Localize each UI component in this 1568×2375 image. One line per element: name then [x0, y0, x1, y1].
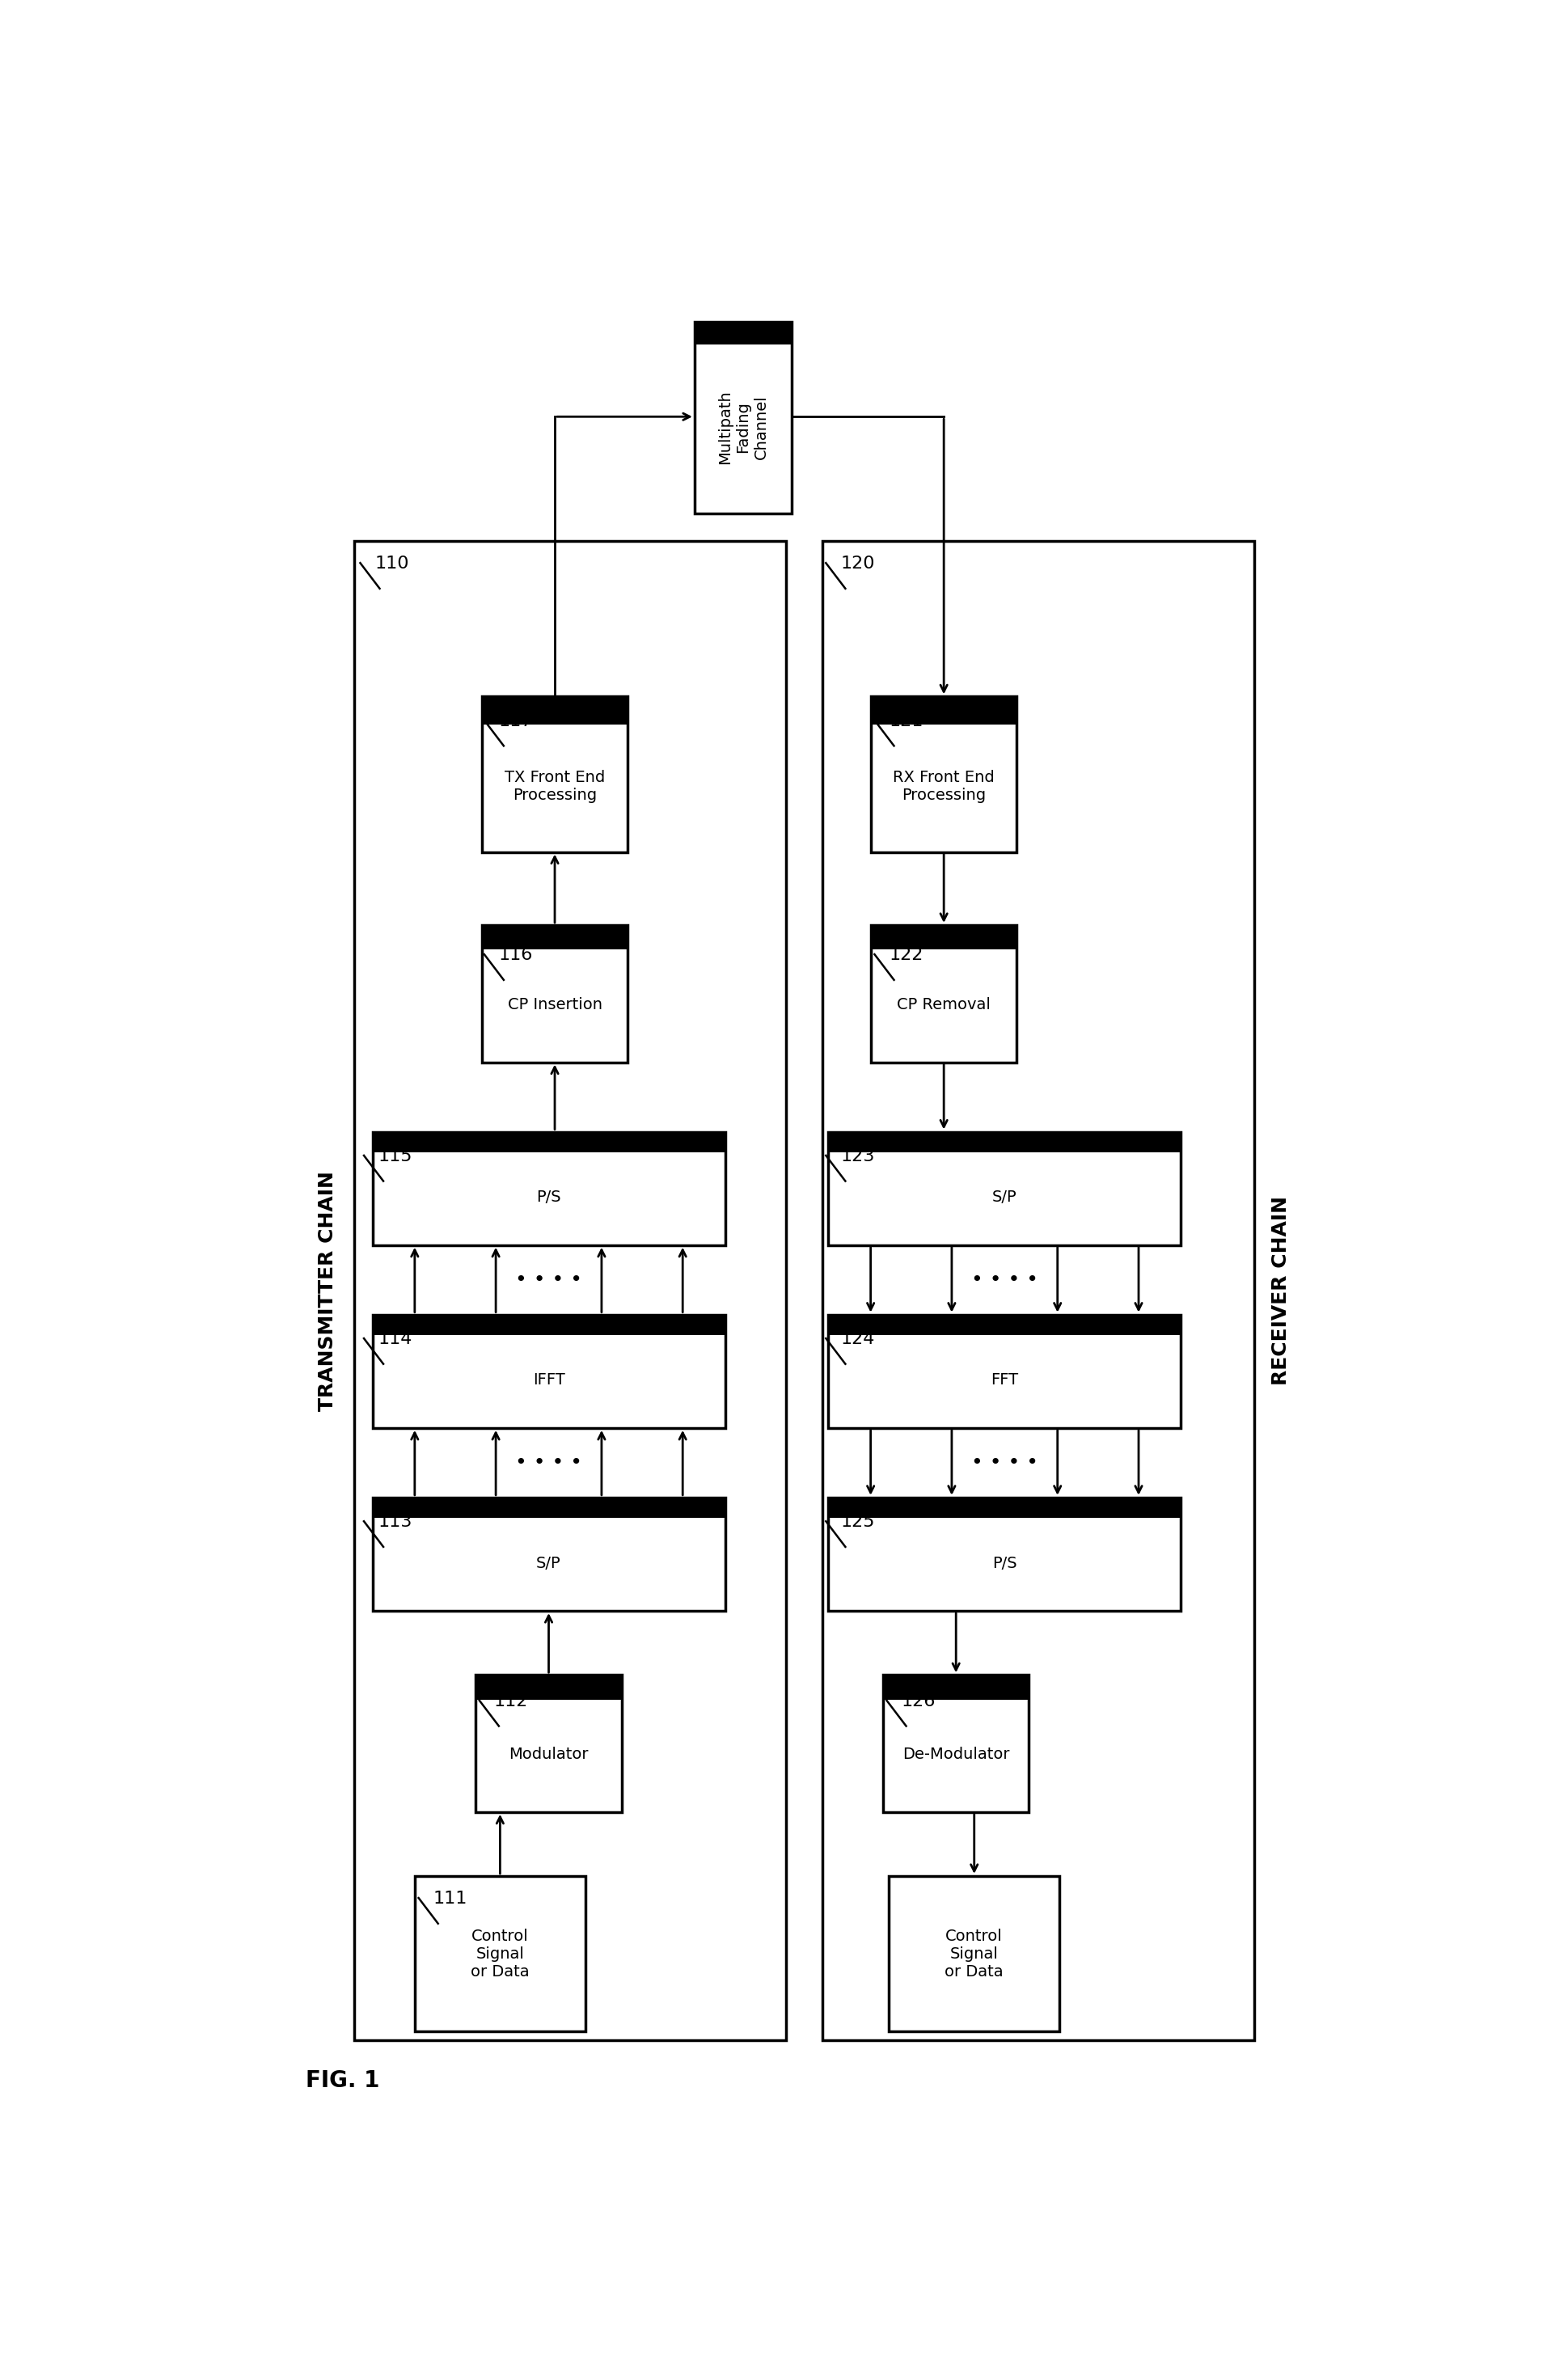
Bar	[828, 1499, 1181, 1518]
Bar	[372, 1133, 724, 1244]
Bar	[889, 1876, 1058, 2031]
Text: S/P: S/P	[991, 1190, 1016, 1204]
Text: TRANSMITTER CHAIN: TRANSMITTER CHAIN	[318, 1171, 337, 1411]
Text: 122: 122	[889, 948, 924, 964]
Text: 111: 111	[433, 1891, 467, 1907]
Text: 112: 112	[494, 1693, 528, 1710]
Bar	[828, 1316, 1181, 1427]
Bar	[870, 926, 1016, 1062]
Text: CP Insertion: CP Insertion	[506, 997, 602, 1012]
Bar	[828, 1316, 1181, 1335]
Bar	[870, 696, 1016, 853]
Bar	[883, 1674, 1029, 1701]
Bar	[481, 926, 627, 1062]
Text: 120: 120	[840, 556, 875, 572]
Bar	[372, 1316, 724, 1427]
Bar	[883, 1674, 1029, 1812]
Text: • • • •: • • • •	[971, 1454, 1038, 1472]
Text: 123: 123	[840, 1147, 875, 1164]
Text: 117: 117	[499, 712, 533, 729]
Bar	[481, 696, 627, 724]
Text: S/P: S/P	[536, 1556, 561, 1570]
Text: Control
Signal
or Data: Control Signal or Data	[944, 1928, 1004, 1978]
Text: IFFT: IFFT	[533, 1373, 564, 1387]
Text: P/S: P/S	[536, 1190, 561, 1204]
Text: TX Front End
Processing: TX Front End Processing	[505, 770, 605, 803]
Text: 124: 124	[840, 1330, 875, 1347]
Text: FFT: FFT	[991, 1373, 1018, 1387]
Bar	[695, 321, 792, 344]
Text: • • • •: • • • •	[514, 1271, 582, 1290]
Bar	[475, 1674, 621, 1812]
Bar	[354, 542, 786, 2040]
Text: RECEIVER CHAIN: RECEIVER CHAIN	[1270, 1197, 1289, 1385]
Bar	[372, 1133, 724, 1152]
Bar	[481, 926, 627, 950]
Text: De-Modulator: De-Modulator	[902, 1746, 1010, 1762]
Bar	[828, 1499, 1181, 1610]
Text: • • • •: • • • •	[514, 1454, 582, 1472]
Text: 114: 114	[378, 1330, 412, 1347]
Text: 113: 113	[378, 1513, 412, 1530]
Text: FIG. 1: FIG. 1	[306, 2069, 379, 2092]
Text: Multipath
Fading
Channel: Multipath Fading Channel	[718, 390, 768, 463]
Text: Control
Signal
or Data: Control Signal or Data	[470, 1928, 528, 1978]
Bar	[475, 1674, 621, 1701]
Text: 126: 126	[900, 1693, 935, 1710]
Text: 110: 110	[375, 556, 409, 572]
Bar	[828, 1133, 1181, 1152]
Text: 125: 125	[840, 1513, 875, 1530]
Bar	[695, 321, 792, 513]
Bar	[828, 1133, 1181, 1244]
Text: 116: 116	[499, 948, 533, 964]
Bar	[870, 696, 1016, 724]
Bar	[414, 1876, 585, 2031]
Bar	[822, 542, 1253, 2040]
Text: CP Removal: CP Removal	[897, 997, 989, 1012]
Text: 121: 121	[889, 712, 924, 729]
Bar	[372, 1499, 724, 1518]
Text: RX Front End
Processing: RX Front End Processing	[892, 770, 994, 803]
Bar	[372, 1316, 724, 1335]
Text: • • • •: • • • •	[971, 1271, 1038, 1290]
Bar	[372, 1499, 724, 1610]
Text: Modulator: Modulator	[508, 1746, 588, 1762]
Bar	[870, 926, 1016, 950]
Bar	[481, 696, 627, 853]
Text: P/S: P/S	[991, 1556, 1016, 1570]
Text: 115: 115	[378, 1147, 412, 1164]
